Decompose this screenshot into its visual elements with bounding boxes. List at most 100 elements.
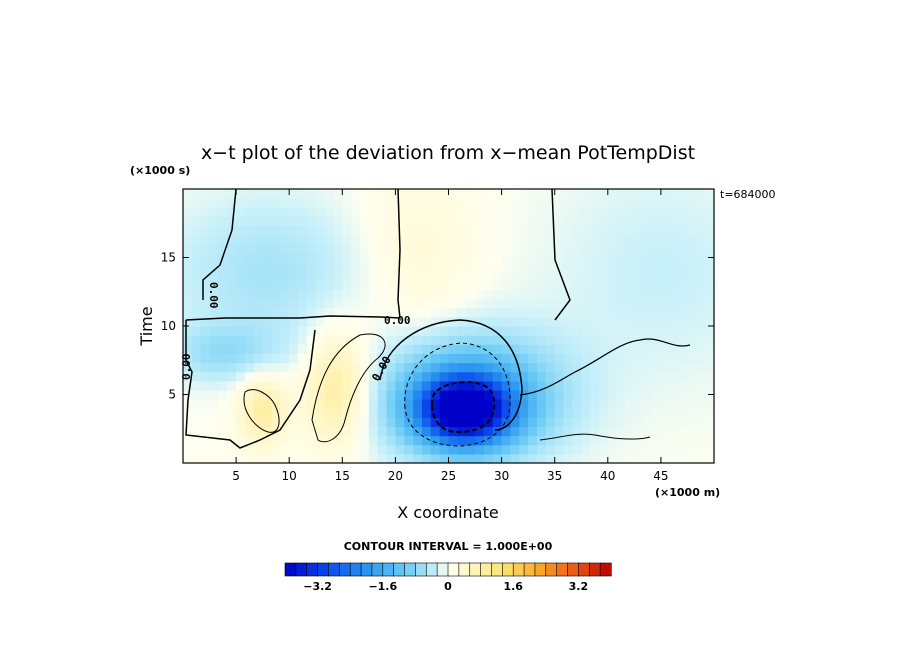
heatmap-cell: [519, 380, 529, 391]
heatmap-cell: [413, 271, 423, 281]
heatmap-cell: [421, 326, 432, 336]
heatmap-cell: [519, 225, 529, 236]
heatmap-cell: [652, 380, 662, 391]
heatmap-cell: [492, 453, 503, 463]
heatmap-cell: [457, 417, 467, 428]
heatmap-cell: [227, 271, 237, 281]
heatmap-cell: [183, 289, 193, 300]
heatmap-cell: [306, 307, 317, 318]
heatmap-cell: [598, 399, 609, 409]
heatmap-cell: [457, 399, 467, 409]
heatmap-cell: [572, 189, 582, 199]
heatmap-cell: [360, 444, 370, 455]
heatmap-cell: [669, 444, 680, 455]
colorbar-cell: [534, 562, 547, 577]
colorbar-cell: [306, 562, 319, 577]
heatmap-cell: [200, 399, 211, 409]
heatmap-cell: [342, 353, 352, 364]
heatmap-cell: [607, 453, 618, 463]
heatmap-cell: [634, 399, 644, 409]
heatmap-cell: [528, 408, 538, 418]
heatmap-cell: [625, 380, 635, 391]
heatmap-cell: [457, 380, 467, 391]
heatmap-cell: [492, 198, 503, 208]
heatmap-cell: [466, 353, 476, 364]
heatmap-cell: [705, 280, 714, 291]
heatmap-cell: [545, 444, 556, 455]
heatmap-cell: [563, 408, 573, 418]
heatmap-cell: [590, 380, 600, 391]
heatmap-cell: [271, 289, 281, 300]
heatmap-cell: [572, 453, 582, 463]
heatmap-cell: [333, 417, 343, 428]
heatmap-cell: [271, 453, 281, 463]
heatmap-cell: [395, 417, 405, 428]
colorbar-cell: [393, 562, 406, 577]
heatmap-cell: [669, 362, 680, 373]
heatmap-cell: [678, 380, 689, 391]
heatmap-cell: [537, 271, 547, 281]
heatmap-cell: [625, 435, 635, 446]
heatmap-cell: [395, 335, 405, 345]
heatmap-cell: [616, 189, 627, 199]
heatmap-cell: [333, 316, 343, 327]
heatmap-cell: [448, 289, 458, 300]
heatmap-cell: [466, 380, 476, 391]
heatmap-cell: [581, 234, 591, 245]
heatmap-cell: [200, 225, 211, 236]
heatmap-cell: [377, 289, 388, 300]
heatmap-cell: [439, 453, 450, 463]
heatmap-cell: [289, 362, 299, 373]
heatmap-cell: [510, 326, 520, 336]
heatmap-cell: [298, 453, 308, 463]
heatmap-cell: [271, 280, 281, 291]
heatmap-cell: [510, 417, 520, 428]
heatmap-cell: [368, 335, 379, 345]
heatmap-cell: [324, 280, 335, 291]
heatmap-cell: [377, 408, 388, 418]
heatmap-cell: [457, 307, 467, 318]
heatmap-cell: [227, 216, 237, 227]
heatmap-cell: [643, 453, 653, 463]
heatmap-cell: [421, 362, 432, 373]
heatmap-cell: [342, 399, 352, 409]
heatmap-cell: [598, 453, 609, 463]
heatmap-cell: [537, 353, 547, 364]
heatmap-cell: [607, 353, 618, 364]
heatmap-cell: [271, 380, 281, 391]
heatmap-cell: [590, 326, 600, 336]
heatmap-cell: [218, 234, 228, 245]
heatmap-cell: [696, 225, 706, 236]
heatmap-cell: [466, 225, 476, 236]
heatmap-cell: [660, 353, 671, 364]
heatmap-cell: [306, 262, 317, 272]
heatmap-cell: [386, 435, 396, 446]
heatmap-cell: [209, 298, 219, 309]
heatmap-cell: [660, 426, 671, 437]
heatmap-cell: [404, 271, 414, 281]
heatmap-cell: [368, 271, 379, 281]
heatmap-cell: [262, 353, 273, 364]
heatmap-cell: [528, 234, 538, 245]
heatmap-cell: [598, 316, 609, 327]
heatmap-cell: [598, 271, 609, 281]
colorbar-cell: [458, 562, 471, 577]
heatmap-cell: [457, 225, 467, 236]
heatmap-cell: [342, 198, 352, 208]
heatmap-cell: [678, 280, 689, 291]
heatmap-cell: [705, 189, 714, 199]
heatmap-cell: [696, 234, 706, 245]
heatmap-cell: [572, 380, 582, 391]
heatmap-cell: [298, 189, 308, 199]
heatmap-cell: [545, 262, 556, 272]
heatmap-cell: [643, 189, 653, 199]
heatmap-cell: [448, 234, 458, 245]
heatmap-cell: [395, 453, 405, 463]
heatmap-cell: [200, 389, 211, 400]
heatmap-cell: [634, 326, 644, 336]
heatmap-cell: [395, 189, 405, 199]
heatmap-cell: [244, 189, 255, 199]
heatmap-cell: [271, 444, 281, 455]
heatmap-cell: [421, 216, 432, 227]
contour-dash-inner: [430, 380, 496, 434]
